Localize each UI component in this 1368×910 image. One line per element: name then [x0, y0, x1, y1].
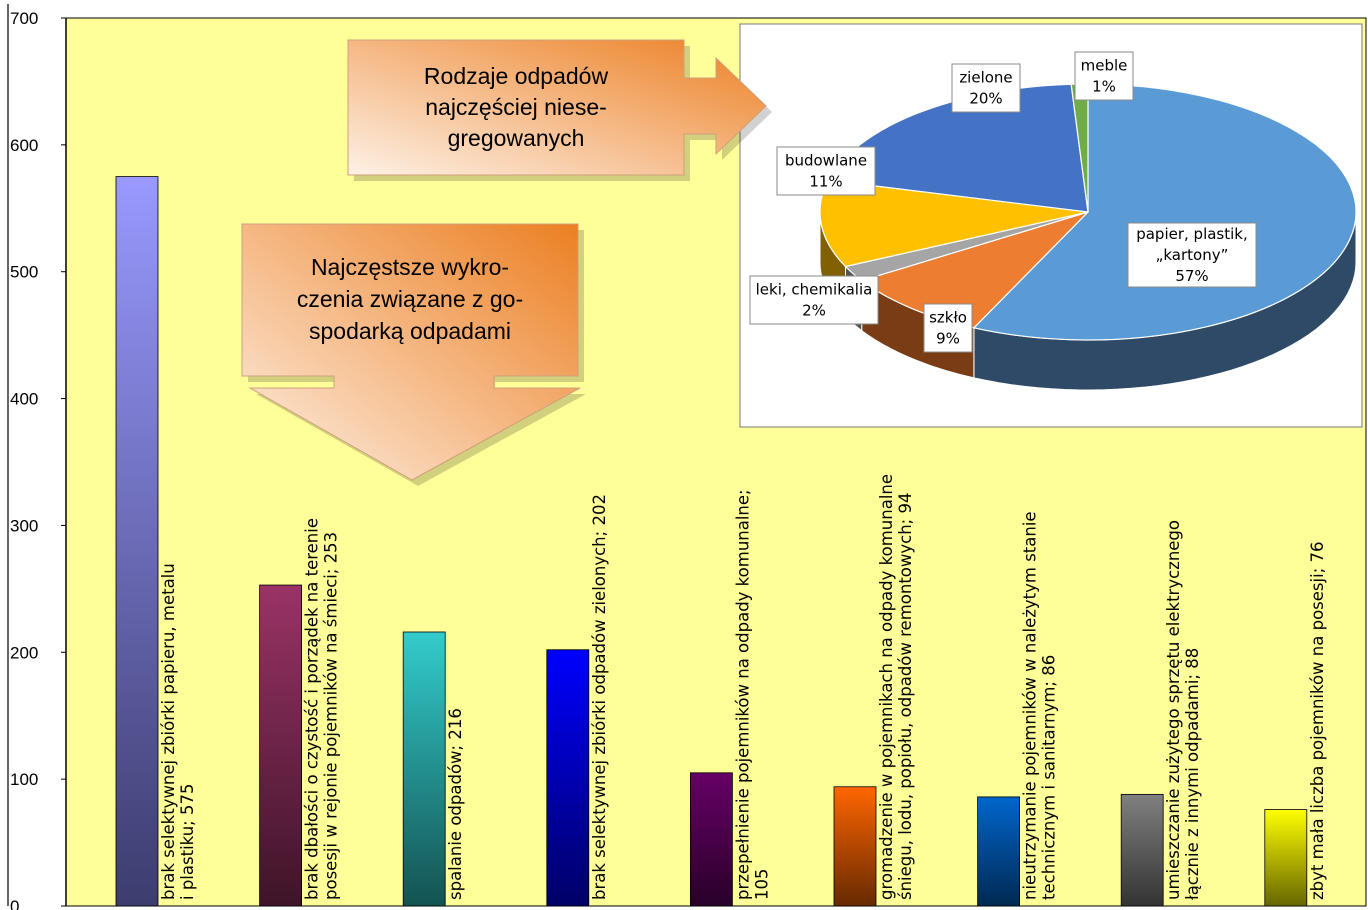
bar-label: brak selektywnej zbiórki odpadów zielony… [590, 494, 609, 900]
bar-label-line: technicznym i sanitarnym; 86 [1040, 655, 1059, 900]
pie-label-line: leki, chemikalia [756, 281, 873, 299]
bar-label-line: brak selektywnej zbiórki papieru, metalu [159, 563, 178, 900]
pie-chart-panel: papier, plastik, „kartony” 57% szkło 9% leki,… [739, 23, 1363, 428]
pie-label-box [776, 146, 876, 196]
y-tick-label: 100 [10, 770, 38, 789]
bar [977, 796, 1020, 907]
pie-label-line: 11% [809, 173, 842, 191]
bar [546, 649, 590, 907]
y-axis-ticks: 0 100 200 300 400 500 600 700 [10, 9, 66, 910]
bar [1120, 793, 1164, 907]
pie-label-line: 2% [802, 302, 826, 320]
pie-label-line: „kartony” [1156, 246, 1229, 264]
pie-label: papier, plastik, „kartony” 57% [1136, 225, 1248, 285]
bar-label: nieutrzymanie pojemników w należytym sta… [1021, 511, 1059, 900]
y-tick-label: 300 [10, 516, 38, 535]
bar-label-line: 105 [752, 869, 771, 901]
callout-arrow-right: Rodzaje odpadów najczęściej niese-gregowa… [347, 39, 772, 181]
bar-label-line: brak dbałości o czystość i porządek na t… [303, 518, 322, 900]
bar-label: przepełnienie pojemników na odpady komun… [733, 489, 771, 900]
pie-label: budowlane 11% [785, 152, 867, 191]
bar-label: gromadzenie w pojemnikach na odpady komu… [877, 474, 915, 900]
pie-label-line: budowlane [785, 152, 867, 170]
pie-label: zielone 20% [959, 69, 1012, 108]
pie-label-line: 1% [1092, 78, 1116, 96]
callout-down-line: czenia związane z go- [297, 286, 523, 312]
bar-label-line: i plastiku; 575 [178, 784, 197, 900]
bar [115, 176, 159, 907]
pie-tops [819, 83, 1357, 341]
y-tick-label: 0 [10, 897, 19, 910]
bar-label-line: brak selektywnej zbiórki odpadów zielony… [590, 494, 609, 900]
bar-label: umieszczanie zużytego sprzętu elektryczn… [1164, 520, 1202, 900]
pie-label-line: zielone [959, 69, 1012, 87]
pie-label-line: papier, plastik, [1136, 225, 1248, 243]
callout-right-line: Rodzaje odpadów [424, 63, 609, 89]
bar-label-line: gromadzenie w pojemnikach na odpady komu… [877, 474, 896, 900]
callout-right-line: gregowanych [448, 125, 585, 151]
callout-arrow-down: Najczęstsze wykro-czenia związane z go-s… [241, 223, 586, 486]
pie-label: szkło 9% [929, 309, 967, 348]
callout-right-line: najczęściej niese- [425, 94, 607, 120]
pie-slice [972, 83, 1357, 341]
callout-down-shape [241, 223, 581, 481]
bar-label-line: nieutrzymanie pojemników w należytym sta… [1021, 511, 1040, 900]
bar-label-line: umieszczanie zużytego sprzętu elektryczn… [1164, 520, 1183, 900]
bar-label: zbyt mała liczba pojemników na posesji; … [1308, 542, 1327, 901]
bar [690, 772, 733, 907]
pie-label-line: 20% [969, 90, 1002, 108]
bar-label-line: zbyt mała liczba pojemników na posesji; … [1308, 542, 1327, 901]
bar-label-line: przepełnienie pojemników na odpady komun… [733, 489, 752, 900]
callout-down-line: Najczęstsze wykro- [311, 254, 509, 280]
pie-label-box [951, 63, 1021, 113]
bar-label: spalanie odpadów; 216 [446, 708, 465, 900]
y-tick-label: 500 [10, 263, 38, 282]
pie-label-box [749, 275, 879, 325]
pie-label-box [1127, 222, 1257, 288]
y-tick-label: 600 [10, 136, 38, 155]
pie-label-box [923, 303, 973, 353]
pie-labels: papier, plastik, „kartony” 57% szkło 9% leki,… [749, 51, 1257, 353]
pie-label-line: meble [1081, 57, 1128, 75]
bar [259, 584, 303, 907]
bar [1264, 809, 1308, 907]
pie-label-line: 57% [1175, 267, 1208, 285]
bar [402, 631, 446, 907]
bar-label: brak selektywnej zbiórki papieru, metalu… [159, 563, 197, 900]
bar [833, 786, 877, 907]
bar-label-line: łącznie z innymi odpadami; 88 [1183, 648, 1202, 900]
pie-label-line: 9% [936, 330, 960, 348]
pie-label: leki, chemikalia 2% [756, 281, 873, 320]
bar-labels: brak selektywnej zbiórki papieru, metalu… [159, 474, 1327, 900]
y-tick-label: 200 [10, 643, 38, 662]
bar-series [115, 176, 1308, 907]
callout-down-line: spodarką odpadami [309, 318, 511, 344]
y-tick-label: 400 [10, 390, 38, 409]
pie-label: meble 1% [1081, 57, 1128, 96]
callout-right-shape [347, 39, 767, 176]
y-tick-label: 700 [10, 9, 38, 28]
callout-down-text: Najczęstsze wykro-czenia związane z go-s… [297, 254, 523, 344]
pie-label-box [1074, 51, 1134, 101]
pie-label-line: szkło [929, 309, 967, 327]
callout-right-text: Rodzaje odpadów najczęściej niese-gregowa… [424, 63, 609, 151]
bar-label-line: śniegu, lodu, popiołu, odpadów remontowy… [896, 493, 915, 900]
bar-label: brak dbałości o czystość i porządek na t… [303, 518, 341, 900]
bar-label-line: spalanie odpadów; 216 [446, 708, 465, 900]
bar-label-line: posesji w rejonie pojemników na śmieci; … [322, 532, 341, 900]
